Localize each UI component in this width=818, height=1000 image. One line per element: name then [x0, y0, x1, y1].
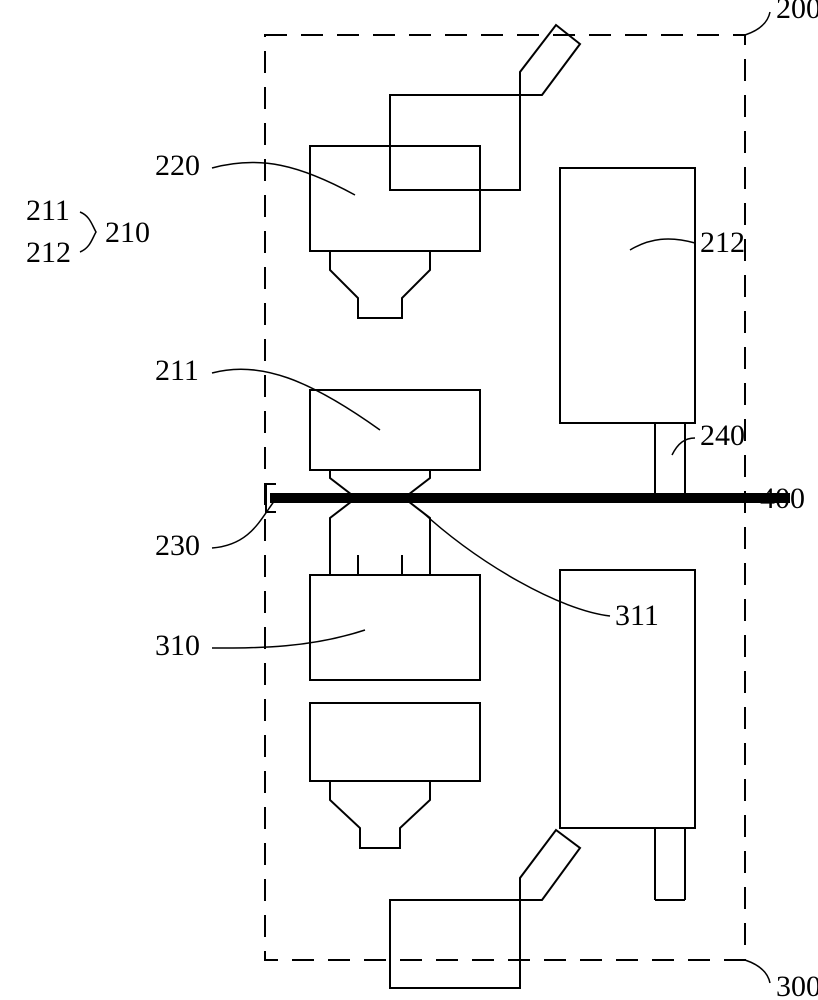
box-lower [310, 703, 480, 781]
label-L300: 300 [776, 970, 818, 1000]
box-220 [310, 146, 480, 251]
stem-lower [655, 828, 685, 900]
label-L212: 212 [700, 226, 745, 259]
top-hopper-box [390, 95, 520, 190]
leader-310 [212, 630, 365, 648]
label-L311: 311 [615, 599, 659, 632]
leader-311 [420, 510, 610, 616]
label-L400: 400 [760, 482, 805, 515]
leader-240 [672, 438, 695, 455]
box-211 [310, 390, 480, 470]
leader-212 [630, 239, 695, 250]
leader-211 [212, 369, 380, 430]
label-L210: 210 [105, 216, 150, 249]
label-L211b: 211 [155, 354, 199, 387]
box-310 [310, 575, 480, 680]
label-L230: 230 [155, 529, 200, 562]
label-L310: 310 [155, 629, 200, 662]
label-L211a: 211 [26, 194, 70, 227]
funnel-311 [330, 498, 430, 575]
curl-to-200 [745, 12, 770, 35]
label-L240: 240 [700, 419, 745, 452]
bottom-hopper-chute [520, 830, 580, 900]
stem-240 [655, 423, 685, 498]
funnel-lower [330, 781, 430, 848]
label-L220: 220 [155, 149, 200, 182]
funnel-220 [330, 251, 430, 318]
bottom-hopper-box [390, 900, 520, 988]
label-L212a: 212 [26, 236, 71, 269]
curl-to-300 [745, 960, 770, 983]
leader-220 [212, 162, 355, 195]
box-212 [560, 168, 695, 423]
funnel-311-neck [358, 555, 402, 575]
label-L200: 200 [776, 0, 818, 25]
brace-210 [80, 212, 96, 252]
